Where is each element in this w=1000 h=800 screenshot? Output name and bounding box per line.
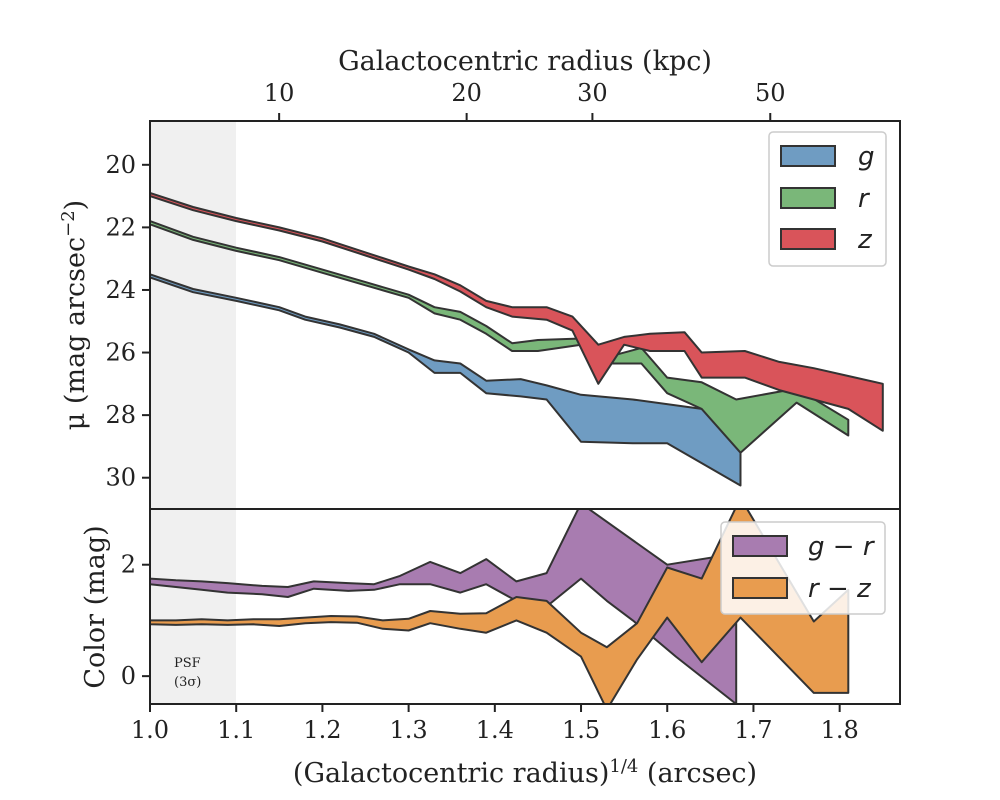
top-band-z: [150, 192, 884, 432]
bottom-x-axis-label: (Galactocentric radius)1/4 (arcsec): [293, 756, 757, 789]
top-x-tick-label: 20: [451, 79, 482, 107]
bottom-panel-frame: [149, 508, 901, 705]
top-y-axis-label: μ (mag arcsec−2): [58, 200, 91, 430]
top-y-tick-label: 30: [105, 464, 136, 492]
legend-label-g-r: g − r: [808, 532, 876, 562]
top-y-tick-label: 24: [105, 276, 136, 304]
top-x-tick-label: 50: [755, 79, 786, 107]
top-x-tick-label: 10: [264, 79, 295, 107]
top-x-axis-label: Galactocentric radius (kpc): [338, 46, 712, 77]
top-band-r: [150, 220, 850, 454]
bottom-x-tick-label: 1.6: [648, 716, 686, 744]
bottom-x-tick-label: 1.0: [131, 716, 169, 744]
bottom-x-tick-label: 1.4: [476, 716, 514, 744]
bottom-panel-bands: [150, 509, 850, 704]
bottom-x-tick-label: 1.2: [303, 716, 341, 744]
bottom-band-r-z: [150, 509, 850, 704]
legend-swatch-r: [780, 187, 836, 209]
top-x-tick-label: 30: [577, 79, 608, 107]
bottom-x-ticks: 1.0 1.1 1.2 1.3 1.4 1.5 1.6 1.7 1.8: [131, 704, 859, 744]
bottom-x-tick-label: 1.8: [821, 716, 859, 744]
legend-swatch-g: [780, 145, 836, 167]
legend-swatch-g-r: [732, 535, 788, 557]
bottom-x-tick-label: 1.7: [734, 716, 772, 744]
bottom-x-tick-label: 1.5: [562, 716, 600, 744]
top-y-tick-label: 26: [105, 339, 136, 367]
psf-label-line2: (3σ): [174, 675, 201, 690]
bottom-y-axis-label: Color (mag): [80, 525, 111, 688]
legend-label-z: z: [857, 225, 873, 255]
bottom-x-tick-label: 1.3: [390, 716, 428, 744]
top-y-tick-label: 22: [105, 213, 136, 241]
psf-label-line1: PSF: [174, 656, 201, 671]
legend-swatch-z: [780, 228, 836, 250]
top-y-tick-label: 28: [105, 401, 136, 429]
psf-region-top: [150, 121, 236, 509]
bottom-x-tick-label: 1.1: [217, 716, 255, 744]
legend-swatch-r-z: [732, 577, 788, 599]
bottom-y-tick-label: 2: [121, 551, 136, 579]
bottom-y-tick-label: 0: [121, 662, 136, 690]
psf-region-bottom: [150, 509, 236, 704]
legend-label-r: r: [858, 184, 871, 214]
legend-label-g: g: [858, 142, 875, 172]
bottom-y-ticks: 02: [121, 551, 150, 690]
top-secondary-x-ticks: 10 20 30 50: [264, 79, 786, 121]
bottom-band-g-r: [150, 509, 738, 704]
bottom-legend: g − r r − z: [720, 521, 886, 615]
top-y-tick-label: 20: [105, 151, 136, 179]
top-band-g: [150, 273, 742, 487]
legend-label-r-z: r − z: [808, 574, 872, 604]
top-y-ticks: 20 22 24 26 28 30: [105, 151, 150, 492]
top-legend: g r z: [768, 131, 887, 267]
top-panel-bands: [150, 192, 884, 487]
